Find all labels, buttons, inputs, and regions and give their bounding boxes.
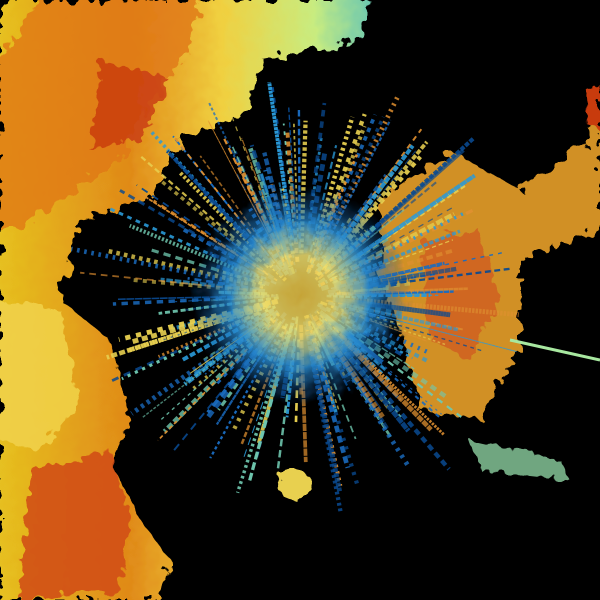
radar-core: [190, 185, 410, 405]
clutter-ray: [312, 116, 355, 247]
storm-band-left: [0, 0, 370, 600]
clutter-ray: [173, 340, 264, 451]
spike: [509, 338, 600, 362]
clutter-ray: [352, 297, 520, 318]
clutter-ray: [159, 178, 260, 263]
clutter-ray: [225, 100, 288, 260]
clutter-ray: [112, 295, 246, 306]
clutter-ray: [306, 113, 367, 273]
clutter-ray: [165, 149, 284, 277]
clutter-ray: [346, 326, 449, 400]
clutter-ray: [346, 320, 414, 360]
clutter-ray: [353, 267, 513, 290]
cell: [277, 471, 313, 499]
clutter-ray: [334, 335, 451, 471]
clutter-ray: [162, 323, 273, 434]
clutter-ray: [141, 321, 266, 419]
clutter-ray: [299, 120, 308, 254]
clutter-ray: [153, 199, 266, 274]
clutter-ray: [332, 323, 442, 420]
clutter-ray: [308, 352, 343, 513]
